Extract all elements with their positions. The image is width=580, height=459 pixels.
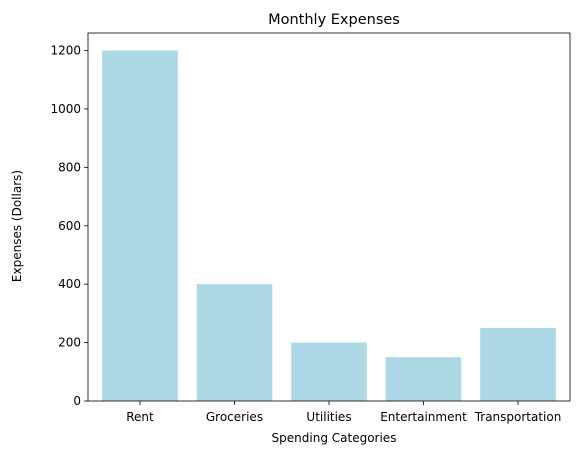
axes-frame: [87, 32, 571, 402]
y-tick-label: 1000: [50, 102, 81, 116]
y-tick-label: 800: [58, 160, 81, 174]
y-tick-label: 1200: [50, 44, 81, 58]
y-axis-label: Expenses (Dollars): [10, 170, 24, 282]
bar-entertainment: [385, 357, 462, 401]
x-tick-label: Transportation: [474, 410, 562, 424]
y-tick-label: 400: [58, 277, 81, 291]
y-tick-label: 200: [58, 336, 81, 350]
y-tick-label: 0: [73, 394, 81, 408]
x-tick-label: Groceries: [206, 410, 263, 424]
x-axis-label: Spending Categories: [272, 431, 397, 445]
y-tick-label: 600: [58, 219, 81, 233]
bar-groceries: [196, 284, 273, 401]
bar-utilities: [291, 342, 367, 401]
bar-rent: [102, 50, 178, 402]
bar-transportation: [480, 327, 556, 401]
x-tick-label: Entertainment: [380, 410, 467, 424]
plot-area: 0 200 400 600 800 1000 1200 Rent Groceries Utilit…: [50, 32, 571, 424]
chart-title: Monthly Expenses: [268, 12, 400, 28]
x-tick-label: Rent: [126, 410, 154, 424]
x-tick-label: Utilities: [306, 410, 351, 424]
